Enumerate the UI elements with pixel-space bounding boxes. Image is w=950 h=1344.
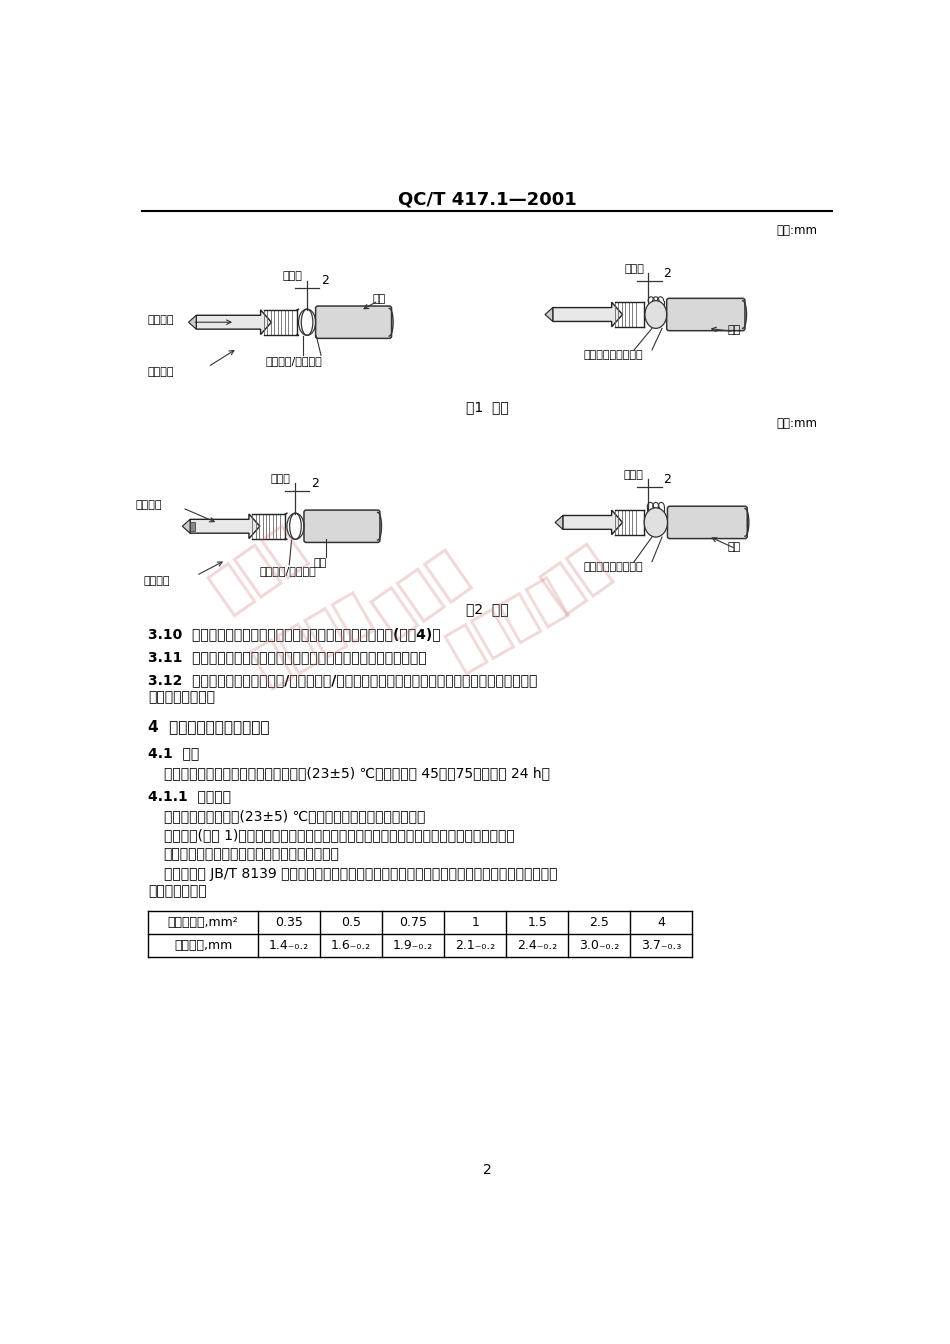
Text: 号的插头和插座。: 号的插头和插座。 — [148, 691, 216, 704]
Text: 在所有试验开始前，都应将样品在室温(23±5) ℃，相对湿度 45％～75％下保持 24 h。: 在所有试验开始前，都应将样品在室温(23±5) ℃，相对湿度 45％～75％下保… — [163, 766, 550, 780]
Text: 0.75: 0.75 — [399, 917, 428, 929]
Text: 带锁锁的插座应和带孔或凹座的插头一起试验。: 带锁锁的插座应和带孔或凹座的插头一起试验。 — [163, 847, 339, 862]
Text: 2: 2 — [663, 473, 672, 487]
Text: 绝缘支持/密封把手: 绝缘支持/密封把手 — [259, 566, 316, 575]
FancyBboxPatch shape — [315, 306, 391, 339]
FancyBboxPatch shape — [190, 521, 195, 531]
Polygon shape — [182, 519, 190, 534]
Text: 2: 2 — [663, 266, 672, 280]
Polygon shape — [553, 302, 622, 327]
Text: 在试验报告中。: 在试验报告中。 — [148, 884, 207, 898]
Text: 图1  插头: 图1 插头 — [466, 401, 508, 414]
Text: 导体压接: 导体压接 — [147, 316, 174, 325]
Text: 电线截面积,mm²: 电线截面积,mm² — [168, 917, 238, 929]
Text: 4.1.1  试验条件: 4.1.1 试验条件 — [148, 789, 231, 802]
Text: 1: 1 — [471, 917, 479, 929]
Text: 绝缘替代的电缆附件: 绝缘替代的电缆附件 — [583, 562, 643, 571]
Text: 4: 4 — [657, 917, 665, 929]
Text: 2: 2 — [483, 1163, 491, 1177]
Text: 2.4₋₀.₂: 2.4₋₀.₂ — [517, 939, 558, 953]
Text: 2.1₋₀.₂: 2.1₋₀.₂ — [455, 939, 495, 953]
Text: 所有试验都应在室温(23±5) ℃的环境下进行，除非另有规定。: 所有试验都应在室温(23±5) ℃的环境下进行，除非另有规定。 — [163, 809, 425, 823]
Ellipse shape — [644, 508, 668, 538]
Text: 本网供阅: 本网供阅 — [439, 569, 574, 677]
Text: 2.5: 2.5 — [589, 917, 609, 929]
Text: 访缺陷文: 访缺陷文 — [245, 585, 380, 692]
Text: 4.1  总则: 4.1 总则 — [148, 746, 199, 759]
Text: 电线外径,mm: 电线外径,mm — [174, 939, 233, 953]
Text: 访缺陷: 访缺陷 — [202, 519, 314, 620]
Text: 参考点: 参考点 — [623, 470, 643, 480]
Text: 单位:mm: 单位:mm — [776, 417, 817, 430]
Polygon shape — [555, 516, 562, 530]
Text: 参考点: 参考点 — [282, 271, 302, 281]
FancyBboxPatch shape — [668, 507, 748, 539]
Text: 0.5: 0.5 — [341, 917, 361, 929]
Polygon shape — [190, 513, 259, 539]
Text: 电线: 电线 — [728, 325, 741, 335]
Text: 单位:mm: 单位:mm — [776, 224, 817, 238]
Text: 导体压接: 导体压接 — [136, 500, 162, 511]
Text: 电线应符合 JB/T 8139 的要求，若使用薄壁电线时，其尺寸应符合下列要求，所使用的电线应记录: 电线应符合 JB/T 8139 的要求，若使用薄壁电线时，其尺寸应符合下列要求，… — [163, 867, 558, 880]
Text: 参考点: 参考点 — [625, 263, 645, 274]
Text: 绝缘替代的电缆附件: 绝缘替代的电缆附件 — [583, 349, 643, 360]
Text: 1.4₋₀.₂: 1.4₋₀.₂ — [269, 939, 310, 953]
Polygon shape — [197, 310, 272, 335]
Polygon shape — [188, 316, 197, 329]
Text: 3.7₋₀.₃: 3.7₋₀.₃ — [641, 939, 681, 953]
Text: 电缆附件: 电缆附件 — [143, 575, 170, 586]
Text: 电线: 电线 — [372, 294, 386, 305]
Text: 电线: 电线 — [314, 558, 327, 567]
Text: 3.12  插接器编码：可目视的和/或机械的和/或感光的装置以防止出现同一族的插接器连接了相同编: 3.12 插接器编码：可目视的和/或机械的和/或感光的装置以防止出现同一族的插接… — [148, 673, 538, 687]
Text: 绝缘支持/密封把手: 绝缘支持/密封把手 — [266, 356, 323, 366]
FancyBboxPatch shape — [667, 298, 745, 331]
Text: 2: 2 — [321, 274, 329, 288]
Text: 参考点: 参考点 — [271, 474, 291, 484]
Text: 4  一般性能要求和试验方法: 4 一般性能要求和试验方法 — [148, 719, 270, 735]
Text: 3.10  多线连接：两个配合的插接器和多对插头和插座的连接(见图4)。: 3.10 多线连接：两个配合的插接器和多对插头和插座的连接(见图4)。 — [148, 628, 441, 641]
Text: 供阅: 供阅 — [533, 536, 618, 618]
Text: 3.11  插接器定位：插接器上的装置或某一形状以防止非正确的连接。: 3.11 插接器定位：插接器上的装置或某一形状以防止非正确的连接。 — [148, 650, 427, 664]
Ellipse shape — [645, 301, 667, 328]
Text: 图2  插座: 图2 插座 — [466, 602, 508, 616]
Polygon shape — [545, 308, 553, 321]
Text: 电线: 电线 — [728, 543, 741, 552]
Text: 电线附件: 电线附件 — [147, 367, 174, 376]
Text: 文本网: 文本网 — [365, 542, 477, 644]
Text: 3.0₋₀.₂: 3.0₋₀.₂ — [580, 939, 619, 953]
Text: 1.5: 1.5 — [527, 917, 547, 929]
Text: 2: 2 — [311, 477, 319, 491]
FancyBboxPatch shape — [304, 511, 380, 543]
Text: 1.9₋₀.₂: 1.9₋₀.₂ — [393, 939, 433, 953]
Polygon shape — [562, 511, 622, 535]
Text: QC/T 417.1—2001: QC/T 417.1—2001 — [397, 191, 577, 208]
Text: 1.6₋₀.₂: 1.6₋₀.₂ — [332, 939, 371, 953]
Text: 0.35: 0.35 — [276, 917, 303, 929]
Text: 每次试验(见表 1)都应使用没有使用过的样品且样品的尺寸必须符合本标准相关部分的要求。: 每次试验(见表 1)都应使用没有使用过的样品且样品的尺寸必须符合本标准相关部分的… — [163, 828, 515, 843]
